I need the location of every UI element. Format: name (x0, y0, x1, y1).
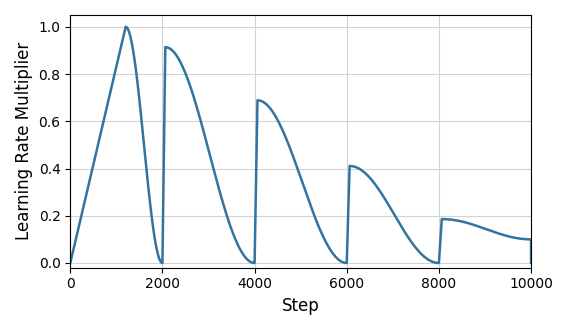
X-axis label: Step: Step (282, 297, 320, 315)
Y-axis label: Learning Rate Multiplier: Learning Rate Multiplier (15, 42, 33, 241)
